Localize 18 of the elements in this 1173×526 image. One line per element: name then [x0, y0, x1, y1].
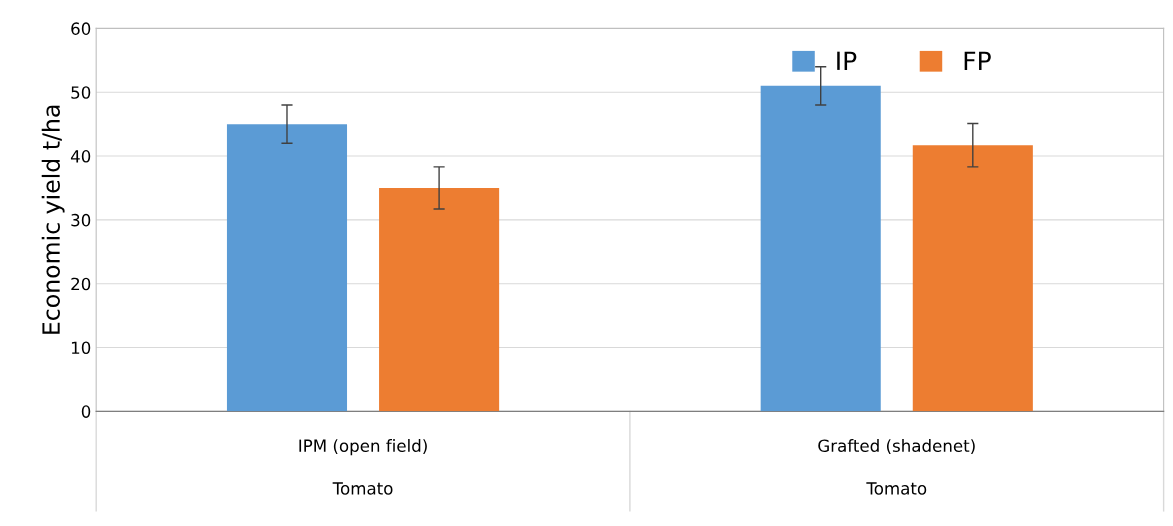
y-tick-label: 30 [71, 213, 91, 227]
bar [379, 187, 500, 412]
bar [912, 145, 1033, 412]
x-tick-label: Grafted (shadenet) [818, 439, 975, 454]
y-tick-label: 60 [71, 22, 91, 35]
y-axis-title: Economic yield t/ha [41, 105, 65, 334]
y-tick-label: 10 [71, 341, 91, 355]
y-tick-label: 20 [71, 277, 91, 291]
legend-label: IP [837, 51, 857, 70]
y-tick-label: 50 [71, 86, 91, 99]
bar [760, 85, 881, 412]
y-tick-label: 0 [81, 405, 91, 418]
x-tick-label: IPM (open field) [299, 439, 427, 456]
y-tick-label: 40 [70, 150, 91, 163]
text: Tomato [332, 482, 393, 495]
text: Tomato [866, 482, 927, 495]
bar [226, 124, 348, 412]
legend-label: FP [964, 51, 991, 70]
